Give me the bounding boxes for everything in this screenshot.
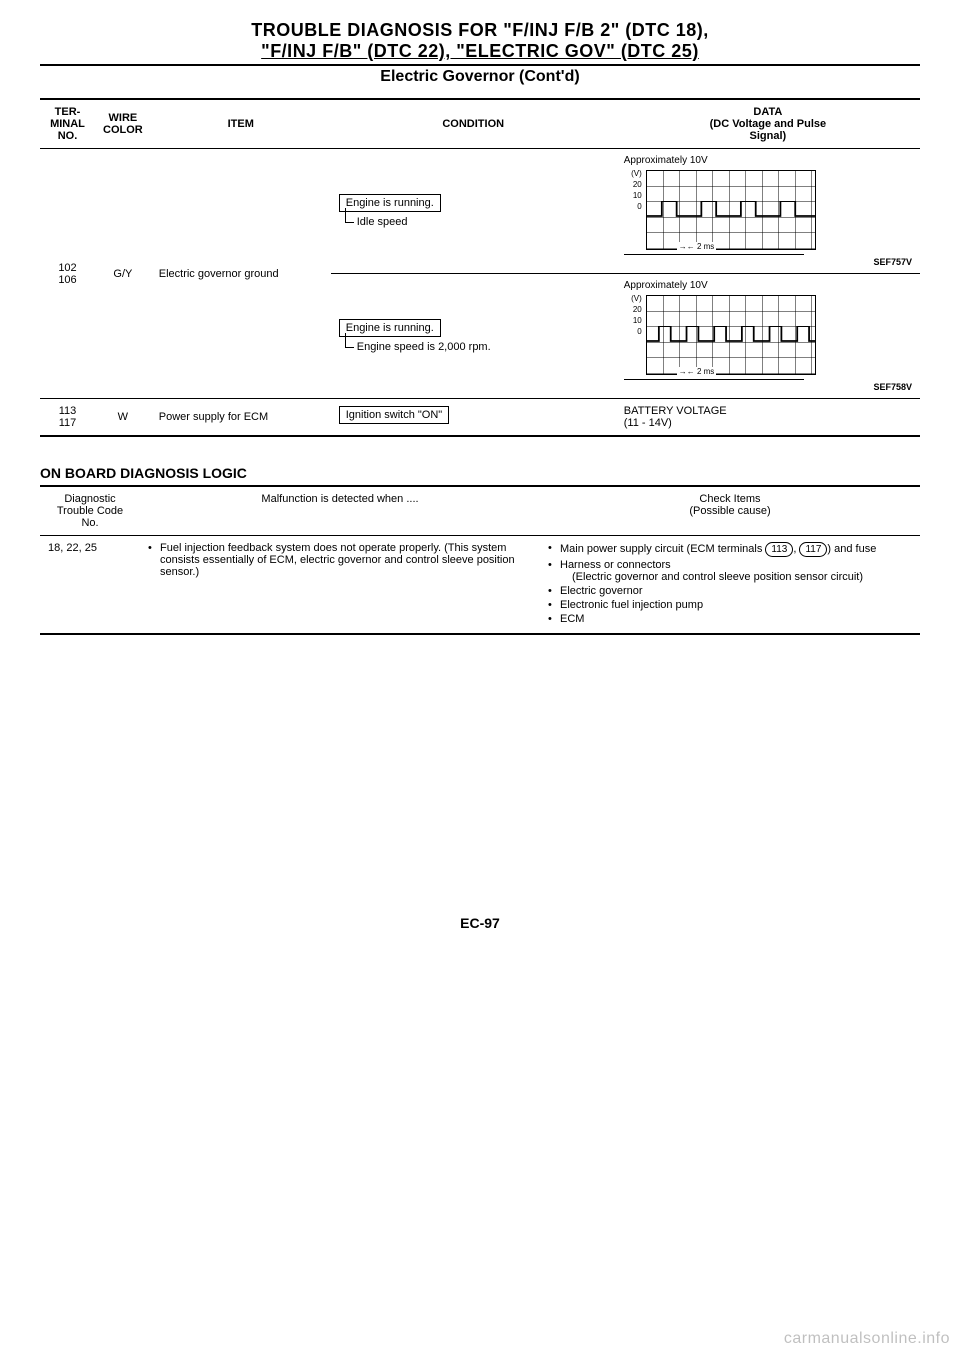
cell-condition: Engine is running. Idle speed	[331, 149, 616, 274]
waveform-block: Approximately 10V (V) 20 10 0	[624, 280, 912, 392]
cell-condition: Engine is running. Engine speed is 2,000…	[331, 274, 616, 399]
table-row: 113 117 W Power supply for ECM Ignition …	[40, 399, 920, 437]
watermark: carmanualsonline.info	[784, 1330, 950, 1348]
cell-wire: G/Y	[95, 149, 151, 399]
cell-dtc: 18, 22, 25	[40, 536, 140, 635]
cell-terminal: 113 117	[40, 399, 95, 437]
th-data: DATA (DC Voltage and Pulse Signal)	[616, 99, 920, 149]
check-item: Main power supply circuit (ECM terminals…	[548, 542, 912, 557]
y-label: 20	[626, 181, 642, 189]
cell-terminal: 102 106	[40, 149, 95, 399]
cell-check: Main power supply circuit (ECM terminals…	[540, 536, 920, 635]
cell-item: Electric governor ground	[151, 149, 331, 399]
th-wire: WIRE COLOR	[95, 99, 151, 149]
cell-item: Power supply for ECM	[151, 399, 331, 437]
waveform-rule	[624, 379, 804, 380]
y-label: 0	[626, 203, 642, 211]
title-rule	[40, 64, 920, 66]
waveform-y-axis: (V) 20 10 0	[626, 170, 642, 214]
condition-sub: Idle speed	[357, 216, 608, 228]
waveform-approx: Approximately 10V	[624, 280, 912, 291]
condition-sub: Engine speed is 2,000 rpm.	[357, 341, 608, 353]
th-condition: CONDITION	[331, 99, 616, 149]
waveform-svg	[647, 326, 815, 346]
check-item: ECM	[548, 613, 912, 625]
check-text: Harness or connectors	[560, 559, 671, 571]
th-dtc: Diagnostic Trouble Code No.	[40, 486, 140, 536]
cell-data: Approximately 10V (V) 20 10 0	[616, 274, 920, 399]
table-row: 18, 22, 25 Fuel injection feedback syste…	[40, 536, 920, 635]
check-item: Electronic fuel injection pump	[548, 599, 912, 611]
y-label: (V)	[626, 295, 642, 303]
check-text: ) and fuse	[827, 543, 876, 555]
th-item: ITEM	[151, 99, 331, 149]
condition-box: Engine is running.	[339, 194, 441, 212]
cell-data: BATTERY VOLTAGE (11 - 14V)	[616, 399, 920, 437]
signal-table: TER- MINAL NO. WIRE COLOR ITEM CONDITION…	[40, 98, 920, 437]
check-subtext: (Electric governor and control sleeve po…	[560, 571, 912, 583]
check-text: Main power supply circuit (ECM terminals	[560, 543, 765, 555]
th-malfunction: Malfunction is detected when ....	[140, 486, 540, 536]
th-check: Check Items (Possible cause)	[540, 486, 920, 536]
check-item: Electric governor	[548, 585, 912, 597]
th-terminal: TER- MINAL NO.	[40, 99, 95, 149]
terminal-badge: 113	[765, 542, 793, 557]
check-item: Harness or connectors (Electric governor…	[548, 559, 912, 583]
subtitle: Electric Governor (Cont'd)	[40, 68, 920, 86]
y-label: 10	[626, 317, 642, 325]
malfunction-item: Fuel injection feedback system does not …	[148, 542, 532, 578]
title-line-2: "F/INJ F/B" (DTC 22), "ELECTRIC GOV" (DT…	[40, 41, 920, 62]
logic-table: Diagnostic Trouble Code No. Malfunction …	[40, 485, 920, 635]
waveform-graph: →← 2 ms	[646, 170, 816, 250]
waveform-svg	[647, 201, 815, 221]
cell-malfunction: Fuel injection feedback system does not …	[140, 536, 540, 635]
title-line-1: TROUBLE DIAGNOSIS FOR "F/INJ F/B 2" (DTC…	[40, 20, 920, 41]
cell-data: Approximately 10V (V) 20 10 0	[616, 149, 920, 274]
y-label: 10	[626, 192, 642, 200]
y-label: (V)	[626, 170, 642, 178]
waveform-y-axis: (V) 20 10 0	[626, 295, 642, 339]
waveform-x-label: →← 2 ms	[677, 242, 717, 251]
y-label: 0	[626, 328, 642, 336]
section-heading: ON BOARD DIAGNOSIS LOGIC	[40, 465, 920, 481]
table-row: 102 106 G/Y Electric governor ground Eng…	[40, 149, 920, 274]
condition-box: Engine is running.	[339, 319, 441, 337]
table-header-row: Diagnostic Trouble Code No. Malfunction …	[40, 486, 920, 536]
page-title-block: TROUBLE DIAGNOSIS FOR "F/INJ F/B 2" (DTC…	[40, 20, 920, 62]
condition-box: Ignition switch "ON"	[339, 406, 449, 424]
cell-condition: Ignition switch "ON"	[331, 399, 616, 437]
waveform-ref: SEF758V	[624, 382, 912, 392]
y-label: 20	[626, 306, 642, 314]
waveform-x-label: →← 2 ms	[677, 367, 717, 376]
cell-wire: W	[95, 399, 151, 437]
page-number: EC-97	[40, 915, 920, 931]
waveform-graph: →← 2 ms	[646, 295, 816, 375]
table-header-row: TER- MINAL NO. WIRE COLOR ITEM CONDITION…	[40, 99, 920, 149]
waveform-ref: SEF757V	[624, 257, 912, 267]
waveform-block: Approximately 10V (V) 20 10 0	[624, 155, 912, 267]
waveform-rule	[624, 254, 804, 255]
waveform-approx: Approximately 10V	[624, 155, 912, 166]
terminal-badge: 117	[799, 542, 827, 557]
